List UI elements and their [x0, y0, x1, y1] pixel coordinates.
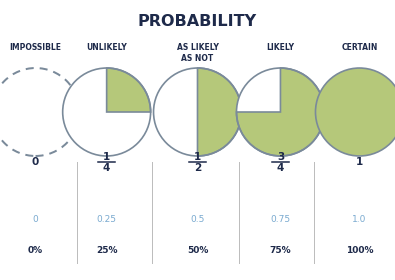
Text: 1: 1 [356, 157, 363, 167]
Text: 100%: 100% [346, 246, 373, 255]
Text: 0.25: 0.25 [97, 215, 117, 224]
Text: 3: 3 [277, 151, 284, 162]
Text: AS LIKELY
AS NOT: AS LIKELY AS NOT [177, 43, 218, 63]
Text: 0: 0 [32, 157, 39, 167]
Text: 50%: 50% [187, 246, 208, 255]
Text: 0.5: 0.5 [190, 215, 205, 224]
Text: 1: 1 [194, 151, 201, 162]
Text: 0: 0 [33, 215, 38, 224]
Circle shape [316, 68, 395, 156]
Text: IMPOSSIBLE: IMPOSSIBLE [9, 43, 62, 52]
Circle shape [63, 68, 150, 156]
Text: CERTAIN: CERTAIN [341, 43, 378, 52]
Text: 75%: 75% [270, 246, 291, 255]
Circle shape [0, 68, 79, 156]
Circle shape [237, 68, 324, 156]
Text: 0%: 0% [28, 246, 43, 255]
Circle shape [154, 68, 241, 156]
Wedge shape [198, 68, 241, 156]
Text: 2: 2 [194, 163, 201, 173]
Text: 4: 4 [277, 163, 284, 173]
Text: 25%: 25% [96, 246, 117, 255]
Text: 4: 4 [103, 163, 110, 173]
Text: 1.0: 1.0 [352, 215, 367, 224]
Text: 0.75: 0.75 [271, 215, 290, 224]
Text: PROBABILITY: PROBABILITY [138, 14, 257, 29]
Wedge shape [107, 68, 150, 112]
Text: UNLIKELY: UNLIKELY [86, 43, 127, 52]
Wedge shape [237, 68, 324, 156]
Text: 1: 1 [103, 151, 110, 162]
Text: LIKELY: LIKELY [267, 43, 294, 52]
